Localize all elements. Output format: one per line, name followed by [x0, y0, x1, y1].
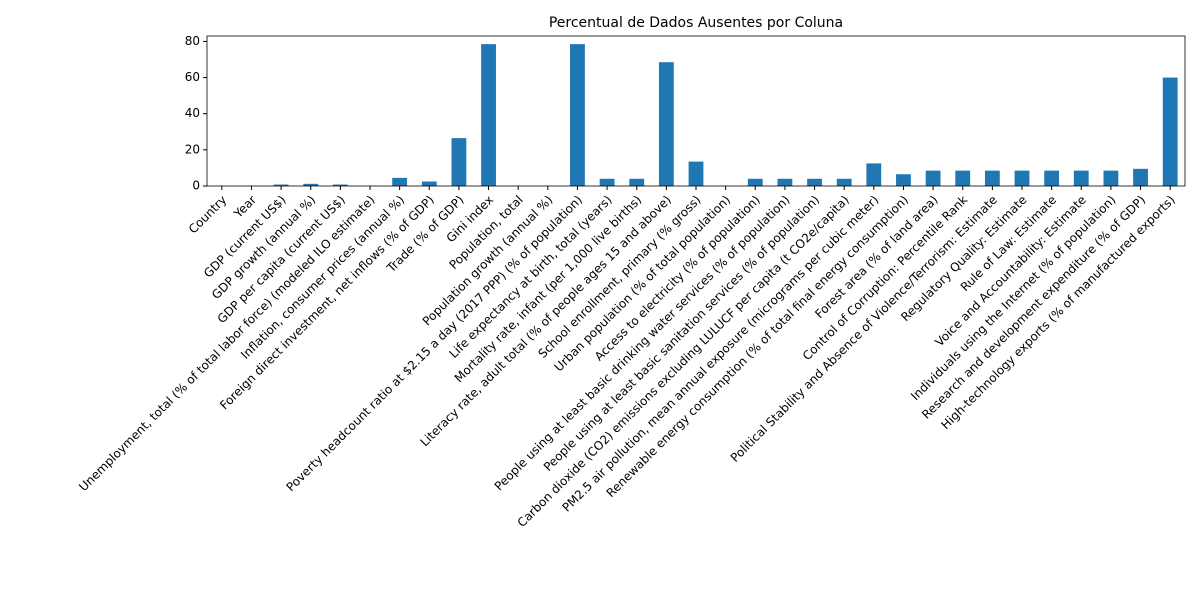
bar — [599, 178, 615, 186]
bar — [807, 178, 822, 186]
bar — [955, 170, 971, 186]
bar — [1103, 170, 1119, 186]
bar — [1073, 170, 1089, 186]
bar — [925, 170, 941, 186]
bar — [332, 184, 348, 186]
bar — [866, 163, 882, 186]
bar — [1162, 77, 1178, 186]
bar — [1044, 170, 1060, 186]
bar — [1133, 168, 1148, 186]
y-tick-label: 40 — [185, 106, 200, 120]
y-tick-label: 0 — [192, 179, 200, 193]
bar — [1014, 170, 1030, 186]
bar — [747, 178, 763, 186]
bar — [629, 178, 645, 186]
chart-title: Percentual de Dados Ausentes por Coluna — [549, 15, 843, 31]
bar — [303, 183, 319, 186]
bar — [392, 177, 408, 186]
bar — [451, 138, 467, 186]
bar — [984, 170, 1000, 186]
y-tick-label: 60 — [185, 70, 200, 84]
bar — [658, 62, 674, 186]
bar — [570, 44, 585, 186]
bar — [896, 174, 911, 186]
bar — [273, 184, 289, 186]
y-tick-label: 20 — [185, 142, 200, 156]
bar — [777, 178, 793, 186]
plot-frame — [206, 35, 1186, 187]
y-tick-label: 80 — [185, 34, 200, 48]
bar — [421, 181, 437, 186]
bar — [836, 178, 852, 186]
bar — [688, 161, 704, 186]
x-tick-label: Country — [186, 193, 230, 237]
bar — [481, 44, 496, 186]
